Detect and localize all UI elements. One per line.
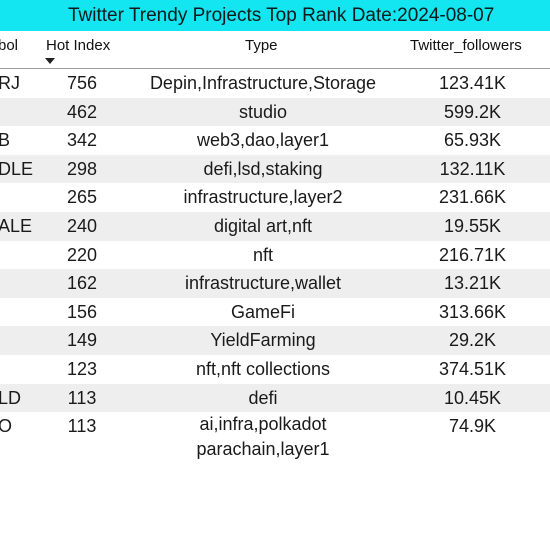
column-header-twitter-followers[interactable]: Twitter_followers xyxy=(410,37,522,54)
cell-type: infrastructure,layer2 xyxy=(183,187,343,208)
cell-type: digital art,nft xyxy=(213,215,313,236)
table-row[interactable]: 462 studio 599.2K xyxy=(0,97,550,127)
cell-followers: 231.66K xyxy=(438,187,507,208)
table-row[interactable]: 156 GameFi 313.66K xyxy=(0,298,550,327)
cell-type: defi,lsd,staking xyxy=(203,158,323,179)
table-body: RJ 756 Depin,Infrastructure,Storage 123.… xyxy=(0,69,550,466)
cell-type: studio xyxy=(238,101,288,122)
cell-hot-index: 149 xyxy=(66,330,98,351)
cell-followers: 599.2K xyxy=(443,101,502,122)
table-row[interactable]: ALE 240 digital art,nft 19.55K xyxy=(0,211,550,241)
cell-symbol: O xyxy=(0,416,13,437)
table-row[interactable]: 265 infrastructure,layer2 231.66K xyxy=(0,183,550,212)
cell-type: web3,dao,layer1 xyxy=(196,130,330,151)
cell-hot-index: 298 xyxy=(66,158,98,179)
page-title: Twitter Trendy Projects Top Rank Date:20… xyxy=(68,5,495,26)
cell-hot-index: 123 xyxy=(66,358,98,379)
cell-hot-index: 113 xyxy=(67,387,97,408)
cell-hot-index: 220 xyxy=(66,244,98,265)
cell-hot-index: 462 xyxy=(66,101,98,122)
cell-type: Depin,Infrastructure,Storage xyxy=(149,73,377,93)
cell-hot-index: 113 xyxy=(67,416,97,437)
cell-hot-index: 240 xyxy=(66,215,98,236)
title-banner: Twitter Trendy Projects Top Rank Date:20… xyxy=(0,0,550,31)
cell-type: nft xyxy=(252,244,273,265)
cell-hot-index: 756 xyxy=(66,73,98,93)
column-header-hot-index[interactable]: Hot Index xyxy=(46,37,111,54)
table-row[interactable]: B 342 web3,dao,layer1 65.93K xyxy=(0,126,550,155)
table-row[interactable]: 162 infrastructure,wallet 13.21K xyxy=(0,269,550,298)
cell-followers: 313.66K xyxy=(438,301,507,322)
cell-followers: 123.41K xyxy=(438,73,507,93)
cell-hot-index: 342 xyxy=(66,130,98,151)
table-row[interactable]: 220 nft 216.71K xyxy=(0,241,550,270)
table-row[interactable]: DLE 298 defi,lsd,staking 132.11K xyxy=(0,154,550,184)
cell-followers: 65.93K xyxy=(443,130,502,151)
column-header-type[interactable]: Type xyxy=(245,37,278,54)
sort-down-icon[interactable] xyxy=(45,58,55,64)
cell-type: nft,nft collections xyxy=(195,358,331,379)
cell-type: ai,infra,polkadot parachain,layer1 xyxy=(196,414,330,460)
cell-symbol: B xyxy=(0,130,11,151)
table-row[interactable]: LD 113 defi 10.45K xyxy=(0,383,550,413)
header-divider xyxy=(0,68,550,69)
cell-symbol: RJ xyxy=(0,73,20,93)
cell-hot-index: 162 xyxy=(66,273,98,294)
table-header: bol Hot Index Type Twitter_followers xyxy=(0,31,550,69)
cell-type: defi xyxy=(248,387,278,408)
cell-type: infrastructure,wallet xyxy=(184,273,342,294)
cell-type: YieldFarming xyxy=(210,330,316,351)
column-header-symbol[interactable]: bol xyxy=(0,37,19,54)
cell-followers: 13.21K xyxy=(443,273,502,294)
cell-followers: 132.11K xyxy=(439,158,506,179)
cell-followers: 216.71K xyxy=(438,244,507,265)
table-row[interactable]: 123 nft,nft collections 374.51K xyxy=(0,355,550,384)
cell-hot-index: 265 xyxy=(66,187,98,208)
cell-hot-index: 156 xyxy=(66,301,98,322)
table-row[interactable]: RJ 756 Depin,Infrastructure,Storage 123.… xyxy=(0,69,550,98)
cell-followers: 19.55K xyxy=(443,215,502,236)
cell-symbol: ALE xyxy=(0,215,33,236)
cell-followers: 74.9K xyxy=(448,416,497,437)
cell-followers: 374.51K xyxy=(438,358,507,379)
cell-followers: 29.2K xyxy=(448,330,497,351)
table-row[interactable]: O 113 ai,infra,polkadot parachain,layer1… xyxy=(0,412,550,466)
cell-type: GameFi xyxy=(230,301,295,322)
cell-followers: 10.45K xyxy=(443,387,502,408)
cell-symbol: DLE xyxy=(0,158,34,179)
table-row[interactable]: 149 YieldFarming 29.2K xyxy=(0,326,550,355)
cell-symbol: LD xyxy=(0,387,22,408)
